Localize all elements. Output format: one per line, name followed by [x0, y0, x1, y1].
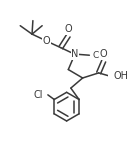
Text: OH: OH	[114, 71, 128, 81]
Text: O: O	[100, 49, 108, 59]
Text: CH₃: CH₃	[93, 51, 109, 60]
Text: O: O	[43, 36, 50, 46]
Text: N: N	[71, 49, 79, 59]
Text: O: O	[65, 24, 72, 34]
Text: Cl: Cl	[33, 90, 43, 100]
